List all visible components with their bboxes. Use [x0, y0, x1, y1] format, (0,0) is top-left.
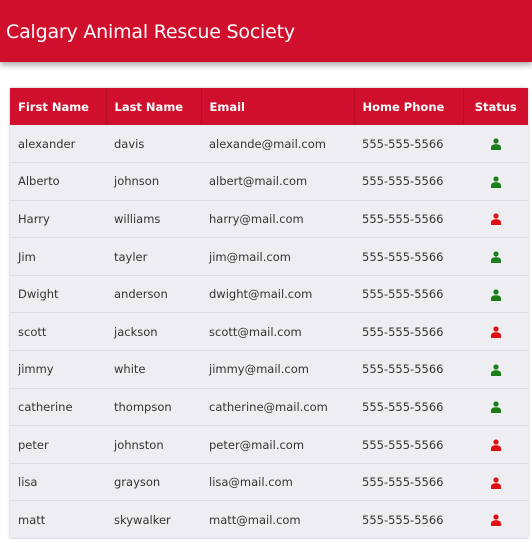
- table-row[interactable]: catherine thompson catherine@mail.com 555-5…: [10, 388, 528, 426]
- email-cell: dwight@mail.com: [209, 287, 313, 302]
- table-row[interactable]: Harry williams harry@mail.com 555-555-5566: [10, 200, 528, 238]
- email-cell: harry@mail.com: [209, 211, 304, 226]
- status-cell: [463, 501, 528, 539]
- person-active-icon: [490, 289, 501, 301]
- first-name-cell: matt: [18, 512, 46, 527]
- person-active-icon: [490, 138, 501, 151]
- person-inactive-icon: [490, 439, 501, 452]
- email-cell: jimmy@mail.com: [209, 362, 309, 377]
- table-row[interactable]: alexander davis alexande@mail.com 555-555-5…: [10, 125, 528, 163]
- email-cell: lisa@mail.com: [209, 475, 293, 490]
- status-cell: [463, 163, 528, 201]
- last-name-cell: tayler: [114, 249, 148, 264]
- email-cell: scott@mail.com: [209, 324, 302, 339]
- email-cell: jim@mail.com: [209, 249, 291, 264]
- first-name-cell: jimmy: [18, 362, 54, 377]
- first-name-cell: Harry: [18, 211, 50, 226]
- table-row[interactable]: scott jackson scott@mail.com 555-555-5566: [10, 312, 528, 351]
- last-name-cell: anderson: [114, 287, 168, 302]
- home-phone-cell: 555-555-5566: [362, 211, 444, 226]
- status-cell: [463, 388, 528, 426]
- person-inactive-icon: [490, 477, 501, 489]
- last-name-cell: skywalker: [114, 512, 171, 527]
- first-name-cell: alexander: [18, 136, 76, 151]
- table-header-row: First Name Last Name Email Home Phone St…: [10, 88, 528, 125]
- email-cell: alexande@mail.com: [209, 136, 326, 151]
- last-name-cell: grayson: [114, 475, 161, 490]
- table-row[interactable]: Jim tayler jim@mail.com 555-555-5566: [10, 237, 528, 276]
- last-name-cell: white: [114, 362, 146, 377]
- person-active-icon: [490, 401, 501, 414]
- home-phone-cell: 555-555-5566: [362, 399, 444, 414]
- column-header-status[interactable]: Status: [474, 99, 517, 114]
- status-cell: [463, 238, 528, 276]
- first-name-cell: scott: [18, 324, 47, 339]
- users-table: First Name Last Name Email Home Phone St…: [10, 88, 528, 539]
- person-inactive-icon: [490, 326, 501, 339]
- email-cell: albert@mail.com: [209, 174, 308, 189]
- home-phone-cell: 555-555-5566: [362, 287, 444, 302]
- table-row[interactable]: Alberto johnson albert@mail.com 555-555-556…: [10, 162, 528, 201]
- table-row[interactable]: Dwight anderson dwight@mail.com 555-555-556…: [10, 275, 528, 313]
- home-phone-cell: 555-555-5566: [362, 512, 444, 527]
- email-cell: catherine@mail.com: [209, 399, 328, 414]
- status-cell: [463, 275, 528, 313]
- home-phone-cell: 555-555-5566: [362, 174, 444, 189]
- first-name-cell: Jim: [18, 249, 36, 264]
- home-phone-cell: 555-555-5566: [362, 362, 444, 377]
- last-name-cell: williams: [114, 211, 161, 226]
- last-name-cell: thompson: [114, 399, 172, 414]
- table-row[interactable]: jimmy white jimmy@mail.com 555-555-5566: [10, 350, 528, 389]
- status-cell: [463, 463, 528, 501]
- app-header: Calgary Animal Rescue Society: [0, 0, 532, 62]
- person-active-icon: [490, 364, 501, 376]
- last-name-cell: jackson: [114, 324, 158, 339]
- first-name-cell: Dwight: [18, 287, 59, 302]
- column-header-last-name[interactable]: Last Name: [106, 88, 202, 125]
- last-name-cell: johnston: [114, 437, 164, 452]
- first-name-cell: Alberto: [18, 174, 60, 189]
- first-name-cell: peter: [18, 437, 49, 452]
- person-inactive-icon: [490, 213, 501, 226]
- table-row[interactable]: matt skywalker matt@mail.com 555-555-5566: [10, 500, 528, 539]
- person-active-icon: [490, 251, 501, 264]
- email-cell: matt@mail.com: [209, 512, 301, 527]
- home-phone-cell: 555-555-5566: [362, 437, 444, 452]
- first-name-cell: catherine: [18, 399, 73, 414]
- home-phone-cell: 555-555-5566: [362, 324, 444, 339]
- status-cell: [463, 125, 528, 163]
- first-name-cell: lisa: [18, 475, 38, 490]
- email-cell: peter@mail.com: [209, 437, 305, 452]
- column-header-home-phone[interactable]: Home Phone: [354, 88, 464, 125]
- status-cell: [463, 200, 528, 238]
- table-header: First Name Last Name Email Home Phone St…: [10, 88, 528, 125]
- home-phone-cell: 555-555-5566: [362, 249, 444, 264]
- last-name-cell: davis: [114, 136, 145, 151]
- person-inactive-icon: [490, 514, 501, 527]
- status-cell: [463, 313, 528, 351]
- table-body: alexander davis alexande@mail.com 555-555-5…: [10, 125, 528, 539]
- home-phone-cell: 555-555-5566: [362, 475, 444, 490]
- home-phone-cell: 555-555-5566: [362, 136, 444, 151]
- last-name-cell: johnson: [114, 174, 160, 189]
- status-cell: [463, 351, 528, 389]
- page-title: Calgary Animal Rescue Society: [6, 21, 295, 43]
- person-active-icon: [490, 176, 501, 188]
- table-row[interactable]: lisa grayson lisa@mail.com 555-555-5566: [10, 463, 528, 501]
- column-header-email[interactable]: Email: [201, 88, 355, 125]
- status-cell: [463, 426, 528, 464]
- table-row[interactable]: peter johnston peter@mail.com 555-555-5566: [10, 425, 528, 464]
- users-table-container: First Name Last Name Email Home Phone St…: [10, 88, 528, 539]
- column-header-first-name[interactable]: First Name: [10, 88, 107, 125]
